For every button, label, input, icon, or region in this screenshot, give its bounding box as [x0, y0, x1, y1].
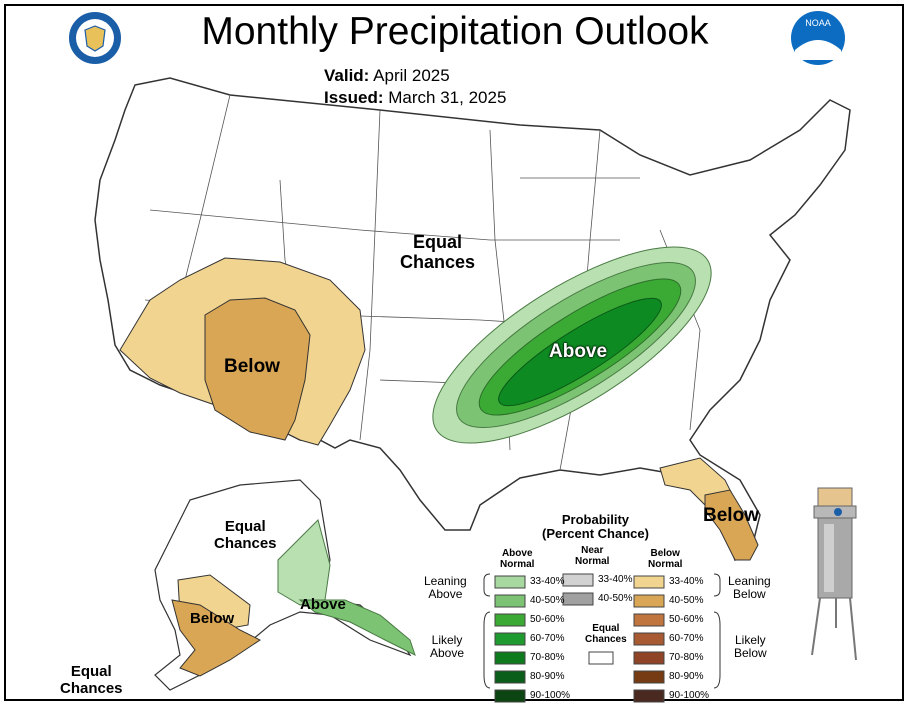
legend-above-label-3: 60-70% [530, 633, 565, 644]
florida-below-label: Below [703, 505, 759, 526]
legend-above-label-6: 90-100% [530, 690, 571, 701]
legend-above-swatch-5 [494, 670, 526, 684]
legend-above-label-0: 33-40% [530, 576, 565, 587]
valid-value: April 2025 [373, 66, 450, 85]
legend-above-swatch-2 [494, 613, 526, 627]
legend-below-label-6: 90-100% [669, 690, 710, 701]
legend-likely-below: Likely Below [734, 633, 767, 661]
legend-above-swatch-6 [494, 689, 526, 703]
page-title: Monthly Precipitation Outlook [201, 10, 709, 53]
conus-below-label: Below [224, 356, 280, 377]
legend-title: Probability (Percent Chance) [542, 512, 649, 542]
legend-swatches [494, 573, 665, 703]
legend-below-swatch-1 [633, 594, 665, 608]
legend-above-label-2: 50-60% [530, 614, 565, 625]
rain-gauge-icon [811, 487, 857, 661]
valid-line: Valid: April 2025 [324, 66, 450, 86]
legend-below-label-4: 70-80% [669, 652, 704, 663]
legend-below-label-5: 80-90% [669, 671, 704, 682]
conus-above-label: Above [549, 341, 608, 362]
legend-near-swatch-1 [562, 592, 594, 606]
legend-below-label-0: 33-40% [669, 576, 704, 587]
legend-below-swatch-0 [633, 575, 665, 589]
ak-equal-bottom-label: Equal Chances [60, 663, 123, 697]
alaska-above-panhandle [298, 599, 416, 656]
doc-seal-icon [67, 10, 123, 66]
legend-below-label-2: 50-60% [669, 614, 704, 625]
outer-frame [4, 4, 904, 701]
svg-text:NOAA: NOAA [805, 18, 831, 28]
legend-braces [483, 573, 721, 689]
legend-equal-swatch [588, 651, 614, 665]
legend-col-below: Below Normal [648, 548, 683, 570]
noaa-logo-icon: NOAA [791, 11, 845, 65]
legend-below-label-1: 40-50% [669, 595, 704, 606]
legend-above-swatch-0 [494, 575, 526, 589]
legend-above-swatch-1 [494, 594, 526, 608]
legend-col-above: Above Normal [500, 548, 535, 570]
issued-value: March 31, 2025 [388, 88, 507, 107]
ak-below-label: Below [190, 610, 235, 627]
legend-below-swatch-5 [633, 670, 665, 684]
legend-below-swatch-2 [633, 613, 665, 627]
legend-col-near: Near Normal [575, 545, 610, 567]
issued-line: Issued: March 31, 2025 [324, 88, 506, 108]
legend-leaning-below: Leaning Below [728, 574, 771, 602]
legend-below-label-3: 60-70% [669, 633, 704, 644]
legend-equal-chances: Equal Chances [585, 623, 627, 645]
conus-equal-label: Equal Chances [400, 232, 476, 272]
legend-below-swatch-3 [633, 632, 665, 646]
legend-below-swatch-4 [633, 651, 665, 665]
alaska-below-mid [171, 599, 261, 677]
ak-equal-top-label: Equal Chances [214, 518, 277, 552]
legend-near-label-0: 33-40% [598, 574, 633, 585]
legend-leaning-above: Leaning Above [424, 574, 467, 602]
issued-label: Issued: [324, 88, 384, 107]
above-core-region [498, 297, 662, 407]
legend-likely-above: Likely Above [430, 633, 465, 661]
legend-near-label-1: 40-50% [598, 593, 633, 604]
legend-near-swatch-0 [562, 573, 594, 587]
florida-below-mid [704, 489, 759, 561]
legend-above-label-1: 40-50% [530, 595, 565, 606]
valid-label: Valid: [324, 66, 370, 85]
below-mid-region [204, 297, 311, 441]
legend-above-swatch-3 [494, 632, 526, 646]
ak-above-label: Above [300, 596, 346, 613]
legend-below-swatch-6 [633, 689, 665, 703]
legend-above-label-4: 70-80% [530, 652, 565, 663]
legend-above-swatch-4 [494, 651, 526, 665]
legend-above-label-5: 80-90% [530, 671, 565, 682]
